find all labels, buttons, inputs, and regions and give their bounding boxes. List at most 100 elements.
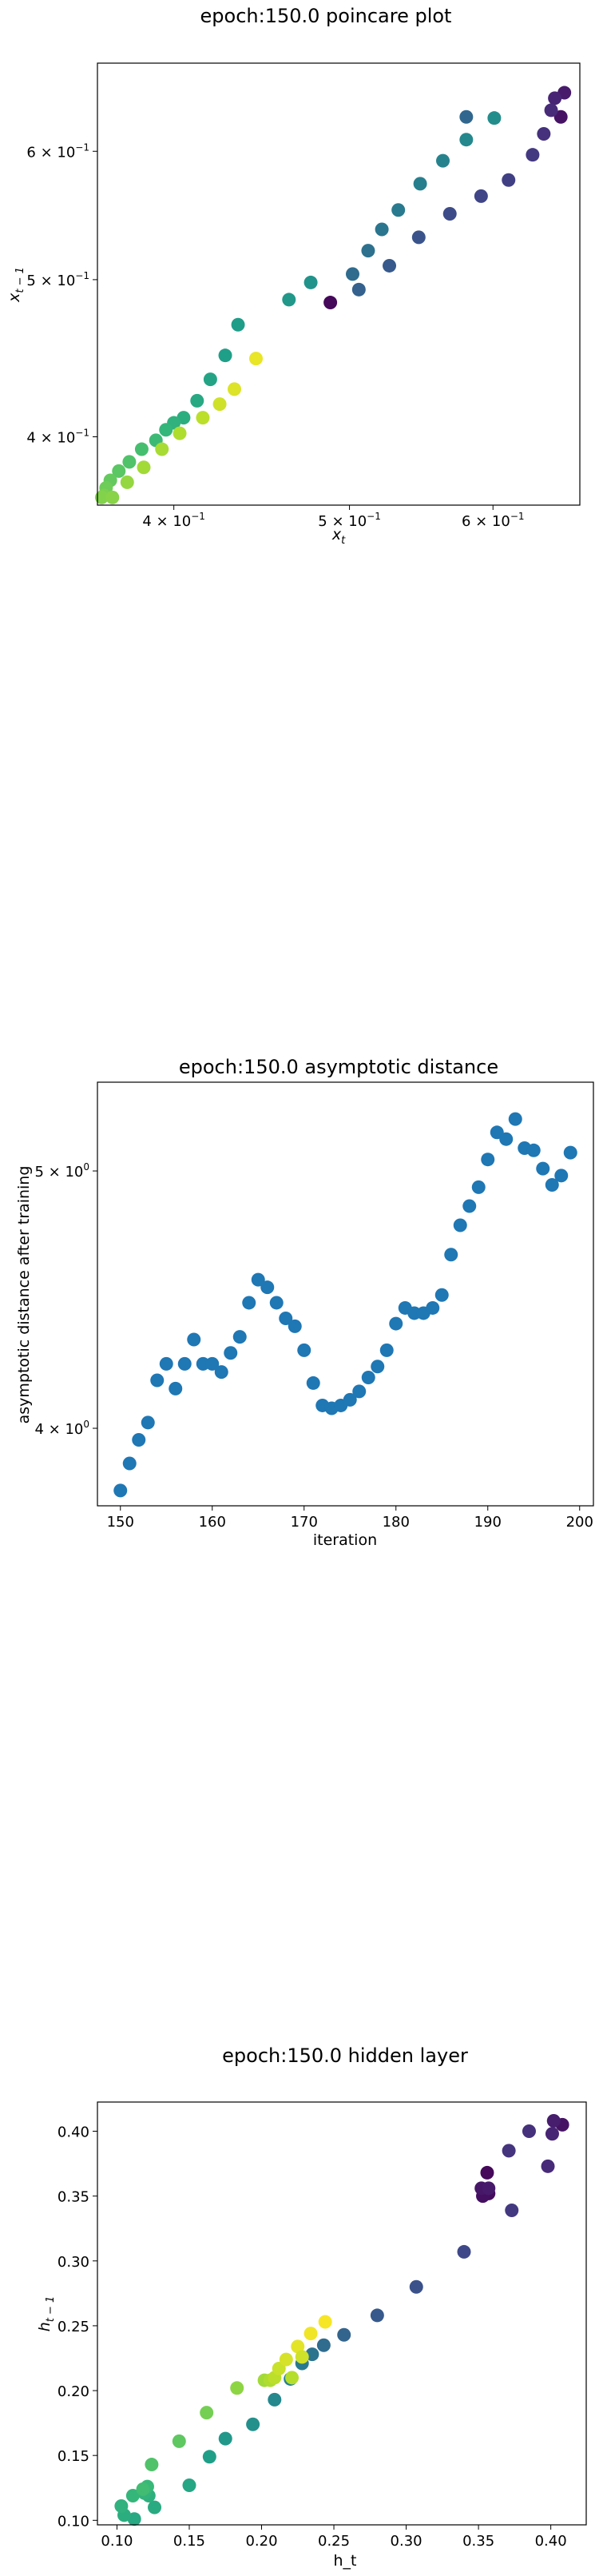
poincare-plot-frame xyxy=(97,62,581,506)
scatter-point xyxy=(480,2165,494,2180)
scatter-point xyxy=(481,1153,495,1167)
scatter-point xyxy=(548,91,562,106)
scatter-point xyxy=(172,2434,186,2448)
scatter-point xyxy=(346,267,360,281)
scatter-point xyxy=(323,296,338,310)
x-tick-label: 200 xyxy=(566,1514,593,1531)
scatter-point xyxy=(228,382,242,396)
hidden-layer-y-ticks: 0.10 0.15 0.20 0.25 0.30 0.35 0.40 xyxy=(58,2124,97,2530)
scatter-point xyxy=(218,348,232,363)
scatter-point xyxy=(137,460,151,475)
scatter-point xyxy=(114,2498,129,2513)
scatter-point xyxy=(545,1177,559,1192)
scatter-point xyxy=(177,1356,192,1371)
scatter-point xyxy=(279,2352,293,2367)
scatter-point xyxy=(553,109,568,124)
y-tick-label: 6 × 10−1 xyxy=(26,141,89,161)
y-tick-label: 0.10 xyxy=(58,2513,89,2530)
scatter-point xyxy=(122,1456,137,1471)
y-tick-label: 0.25 xyxy=(58,2319,89,2335)
hidden-layer-title: epoch:150.0 hidden layer xyxy=(222,2044,468,2067)
asymptotic-distance-x-ticks: 150 160 170 180 190 200 xyxy=(107,1506,593,1531)
scatter-point xyxy=(508,1112,522,1126)
scatter-point xyxy=(155,442,169,456)
scatter-point xyxy=(200,2406,214,2420)
scatter-point xyxy=(337,2327,351,2342)
scatter-point xyxy=(232,1330,247,1344)
scatter-point xyxy=(459,133,474,147)
scatter-point xyxy=(105,490,120,504)
scatter-point xyxy=(413,177,427,191)
scatter-point xyxy=(541,2159,555,2173)
hidden-layer-y-label: ht − 1 xyxy=(36,2296,57,2332)
scatter-point xyxy=(453,1218,467,1232)
x-tick-label: 0.10 xyxy=(101,2533,133,2550)
scatter-point xyxy=(136,2482,150,2496)
scatter-point xyxy=(370,2308,384,2323)
scatter-point xyxy=(411,230,426,245)
scatter-point xyxy=(288,1319,302,1333)
x-tick-label: 5 × 10−1 xyxy=(318,511,381,530)
scatter-point xyxy=(187,1332,201,1347)
scatter-point xyxy=(113,1483,128,1498)
scatter-point xyxy=(269,1296,284,1310)
scatter-point xyxy=(196,411,210,425)
poincare-plot-title: epoch:150.0 poincare plot xyxy=(200,5,452,27)
scatter-point xyxy=(224,1346,238,1360)
asymptotic-distance-frame xyxy=(97,1081,594,1507)
scatter-point xyxy=(282,293,296,307)
scatter-point xyxy=(434,1288,449,1302)
scatter-point xyxy=(218,2431,232,2446)
poincare-plot-y-label: xt − 1 xyxy=(6,267,26,303)
scatter-point xyxy=(379,1343,394,1357)
scatter-point xyxy=(444,1248,458,1262)
scatter-point xyxy=(260,1280,275,1295)
scatter-point xyxy=(502,173,516,187)
asymptotic-distance-panel: epoch:150.0 asymptotic distance 150 160 17… xyxy=(15,1056,594,1549)
x-tick-label: 180 xyxy=(383,1514,410,1531)
scatter-point xyxy=(303,2327,318,2341)
scatter-point xyxy=(214,1365,228,1380)
poincare-plot-panel: epoch:150.0 poincare plot 4 × 10−1 5 × 10… xyxy=(6,5,581,547)
scatter-point xyxy=(212,397,227,412)
scatter-point xyxy=(291,2339,305,2354)
scatter-point xyxy=(231,317,245,332)
scatter-point xyxy=(132,1433,146,1447)
scatter-point xyxy=(249,352,264,366)
scatter-point xyxy=(148,2500,162,2514)
scatter-point xyxy=(537,127,551,141)
scatter-point xyxy=(285,2371,300,2385)
scatter-point xyxy=(426,1300,440,1315)
y-tick-label: 0.20 xyxy=(58,2383,89,2400)
scatter-point xyxy=(563,1145,577,1160)
hidden-layer-x-ticks: 0.10 0.15 0.20 0.25 0.30 0.35 0.40 xyxy=(101,2525,567,2550)
x-tick-label: 190 xyxy=(474,1514,502,1531)
scatter-point xyxy=(361,1371,375,1385)
poincare-plot-points xyxy=(94,86,572,504)
scatter-point xyxy=(141,1415,155,1430)
hidden-layer-x-label: h_t xyxy=(334,2552,357,2570)
scatter-point xyxy=(120,475,134,489)
scatter-point xyxy=(545,2127,559,2141)
scatter-point xyxy=(173,426,187,440)
y-tick-label: 4 × 100 xyxy=(34,1419,89,1438)
x-tick-label: 0.30 xyxy=(391,2533,422,2550)
x-tick-label: 0.40 xyxy=(535,2533,567,2550)
y-tick-label: 0.40 xyxy=(58,2124,89,2141)
scatter-point xyxy=(112,464,126,478)
x-tick-label: 0.25 xyxy=(318,2533,350,2550)
scatter-point xyxy=(383,258,397,273)
scatter-point xyxy=(391,203,406,217)
poincare-plot-y-ticks: 4 × 10−1 5 × 10−1 6 × 10−1 xyxy=(26,141,97,446)
x-tick-label: 6 × 10−1 xyxy=(462,511,525,530)
scatter-point xyxy=(409,2279,423,2294)
scatter-point xyxy=(457,2244,471,2259)
scatter-point xyxy=(371,1360,385,1374)
x-tick-label: 170 xyxy=(291,1514,318,1531)
scatter-point xyxy=(536,1161,550,1176)
scatter-point xyxy=(436,153,450,168)
scatter-point xyxy=(546,2114,561,2128)
y-tick-label: 0.35 xyxy=(58,2189,89,2206)
asymptotic-distance-y-label: asymptotic distance after training xyxy=(15,1166,33,1424)
